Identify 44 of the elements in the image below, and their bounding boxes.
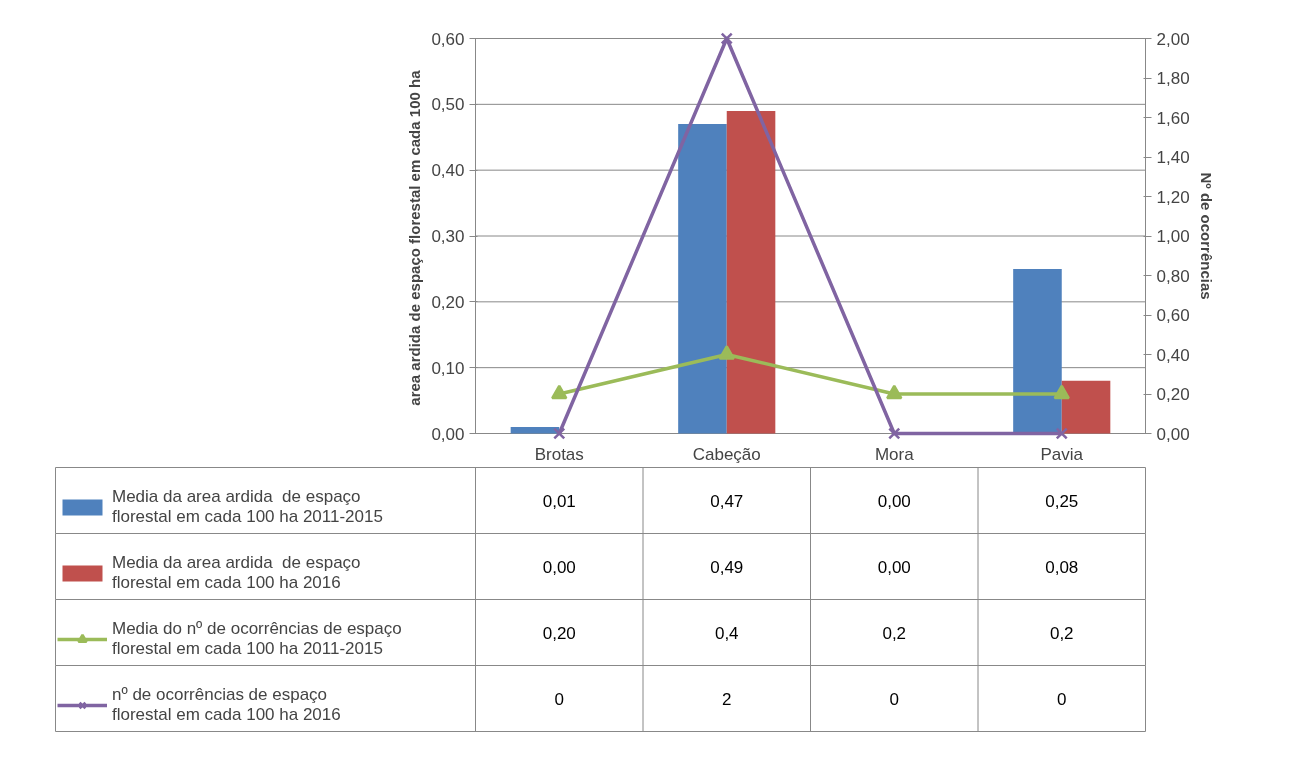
data-label: 0,4	[714, 623, 739, 643]
data-label: 0	[889, 689, 899, 709]
y2-tick-label: 0,00	[1156, 424, 1190, 444]
y-tick-label: 0,60	[431, 29, 465, 49]
y2-tick-label: 0,20	[1156, 385, 1190, 404]
y2-tick-label: 1,20	[1156, 187, 1190, 207]
y2-tick-label: 0,40	[1156, 345, 1190, 365]
y2-tick-label: 0,80	[1156, 266, 1190, 286]
legend-label: Media da area ardida de espaço florestal em cada 100 ha 2011-2015	[112, 487, 383, 527]
x-tick-label: Mora	[874, 444, 915, 464]
data-label: 0,25	[1045, 491, 1079, 511]
y-tick-label: 0,20	[431, 292, 465, 312]
data-label: 0,00	[542, 557, 576, 577]
y2-tick-label: 1,00	[1156, 227, 1190, 246]
y2-tick-label: 2,00	[1156, 29, 1190, 49]
y2-tick-label: 0,60	[1156, 306, 1190, 325]
y-tick-label: 0,30	[431, 227, 465, 246]
data-label: 0,00	[877, 557, 911, 577]
y-axis-title: area ardida de espaço florestal em cada 100 ha	[406, 69, 424, 406]
y-tick-label: 0,50	[431, 95, 465, 115]
data-label: 0,47	[710, 491, 744, 511]
data-label: 0,00	[877, 491, 911, 511]
legend-label: Media da area ardida de espaço florestal em cada 100 ha 2016	[112, 553, 361, 593]
x-tick-label: Cabeção	[692, 444, 761, 464]
x-tick-label: Brotas	[534, 444, 584, 464]
data-label: 0	[1057, 689, 1067, 709]
y-tick-label: 0,40	[431, 161, 465, 181]
data-label: 2	[722, 689, 732, 709]
y2-tick-label: 1,40	[1156, 148, 1190, 167]
data-label: 0,08	[1045, 557, 1079, 577]
y2-tick-label: 1,80	[1156, 69, 1190, 88]
data-label: 0,01	[542, 491, 576, 511]
y2-tick-label: 1,60	[1156, 108, 1190, 128]
data-label: 0,20	[542, 623, 576, 643]
legend-label: nº de ocorrências de espaço florestal em cada 100 ha 2016	[112, 685, 341, 725]
data-label: 0	[554, 689, 564, 709]
y2-axis-title: Nº de ocorrências	[1197, 172, 1215, 300]
y-tick-label: 0,10	[431, 358, 465, 378]
y-tick-label: 0,00	[431, 424, 465, 444]
x-tick-label: Pavia	[1040, 444, 1084, 464]
data-label: 0,49	[710, 557, 744, 577]
data-label: 0,2	[882, 623, 907, 643]
legend-label: Media do nº de ocorrências de espaço florestal em cada 100 ha 2011-2015	[112, 619, 402, 659]
data-label: 0,2	[1049, 623, 1074, 643]
